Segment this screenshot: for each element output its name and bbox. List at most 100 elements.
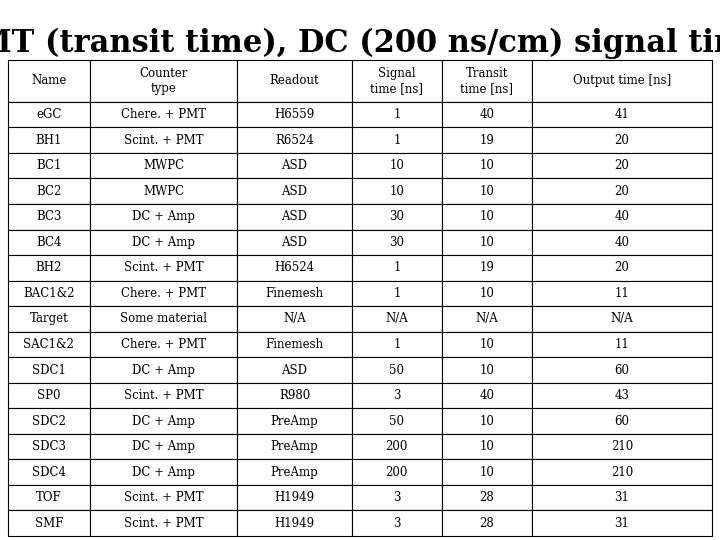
Bar bbox=[352, 281, 442, 306]
Text: 10: 10 bbox=[480, 210, 495, 224]
Text: SP0: SP0 bbox=[37, 389, 60, 402]
Text: 1: 1 bbox=[393, 287, 400, 300]
Text: Scint. + PMT: Scint. + PMT bbox=[124, 517, 203, 530]
Text: 20: 20 bbox=[614, 134, 629, 147]
Bar bbox=[8, 255, 90, 281]
Bar bbox=[237, 102, 352, 127]
Text: BC1: BC1 bbox=[36, 159, 62, 172]
Bar bbox=[90, 408, 237, 434]
Text: 210: 210 bbox=[611, 465, 633, 478]
Text: PreAmp: PreAmp bbox=[271, 440, 318, 453]
Bar bbox=[90, 357, 237, 383]
Text: Scint. + PMT: Scint. + PMT bbox=[124, 261, 203, 274]
Text: Chere. + PMT: Chere. + PMT bbox=[121, 338, 206, 351]
Text: SDC3: SDC3 bbox=[32, 440, 66, 453]
Text: 10: 10 bbox=[480, 338, 495, 351]
Bar bbox=[237, 306, 352, 332]
Text: 10: 10 bbox=[480, 236, 495, 249]
Text: SDC1: SDC1 bbox=[32, 363, 66, 376]
Bar bbox=[8, 434, 90, 460]
Text: Scint. + PMT: Scint. + PMT bbox=[124, 491, 203, 504]
Bar bbox=[90, 60, 237, 102]
Text: R6524: R6524 bbox=[275, 134, 314, 147]
Text: SMF: SMF bbox=[35, 517, 63, 530]
Text: BC2: BC2 bbox=[36, 185, 62, 198]
Bar bbox=[8, 460, 90, 485]
Bar bbox=[237, 60, 352, 102]
Text: R980: R980 bbox=[279, 389, 310, 402]
Text: TOF: TOF bbox=[36, 491, 62, 504]
Text: 200: 200 bbox=[386, 440, 408, 453]
Text: DC + Amp: DC + Amp bbox=[132, 415, 195, 428]
Text: Signal
time [ns]: Signal time [ns] bbox=[370, 67, 423, 95]
Bar bbox=[8, 102, 90, 127]
Bar bbox=[442, 383, 532, 408]
Bar bbox=[532, 102, 712, 127]
Bar bbox=[90, 485, 237, 510]
Text: BAC1&2: BAC1&2 bbox=[23, 287, 75, 300]
Bar bbox=[352, 127, 442, 153]
Text: Chere. + PMT: Chere. + PMT bbox=[121, 108, 206, 121]
Bar bbox=[8, 332, 90, 357]
Bar bbox=[237, 153, 352, 179]
Text: ASD: ASD bbox=[282, 236, 307, 249]
Text: 40: 40 bbox=[614, 210, 629, 224]
Bar bbox=[8, 153, 90, 179]
Text: 20: 20 bbox=[614, 159, 629, 172]
Text: N/A: N/A bbox=[385, 313, 408, 326]
Text: 40: 40 bbox=[480, 108, 495, 121]
Text: 41: 41 bbox=[614, 108, 629, 121]
Text: Some material: Some material bbox=[120, 313, 207, 326]
Text: BH1: BH1 bbox=[36, 134, 62, 147]
Bar bbox=[237, 281, 352, 306]
Bar bbox=[442, 306, 532, 332]
Text: 1: 1 bbox=[393, 108, 400, 121]
Bar bbox=[352, 230, 442, 255]
Bar bbox=[442, 153, 532, 179]
Text: 10: 10 bbox=[480, 287, 495, 300]
Text: PreAmp: PreAmp bbox=[271, 465, 318, 478]
Bar bbox=[352, 102, 442, 127]
Bar bbox=[352, 255, 442, 281]
Text: H6524: H6524 bbox=[274, 261, 315, 274]
Text: MWPC: MWPC bbox=[143, 185, 184, 198]
Text: 10: 10 bbox=[390, 159, 404, 172]
Bar bbox=[8, 281, 90, 306]
Text: H6559: H6559 bbox=[274, 108, 315, 121]
Text: 11: 11 bbox=[615, 287, 629, 300]
Text: 20: 20 bbox=[614, 261, 629, 274]
Bar bbox=[442, 460, 532, 485]
Text: Chere. + PMT: Chere. + PMT bbox=[121, 287, 206, 300]
Text: 1: 1 bbox=[393, 134, 400, 147]
Bar bbox=[352, 357, 442, 383]
Text: 1: 1 bbox=[393, 261, 400, 274]
Bar bbox=[8, 60, 90, 102]
Bar bbox=[352, 179, 442, 204]
Bar bbox=[237, 332, 352, 357]
Text: DC + Amp: DC + Amp bbox=[132, 363, 195, 376]
Text: N/A: N/A bbox=[475, 313, 498, 326]
Text: BC3: BC3 bbox=[36, 210, 62, 224]
Bar bbox=[532, 230, 712, 255]
Bar bbox=[90, 127, 237, 153]
Text: 31: 31 bbox=[614, 517, 629, 530]
Bar bbox=[442, 434, 532, 460]
Bar bbox=[532, 281, 712, 306]
Bar bbox=[352, 510, 442, 536]
Text: Output time [ns]: Output time [ns] bbox=[573, 75, 671, 87]
Bar bbox=[90, 510, 237, 536]
Bar bbox=[90, 460, 237, 485]
Text: 20: 20 bbox=[614, 185, 629, 198]
Text: 210: 210 bbox=[611, 440, 633, 453]
Text: Readout: Readout bbox=[270, 75, 320, 87]
Text: H1949: H1949 bbox=[274, 491, 315, 504]
Bar bbox=[8, 230, 90, 255]
Text: 3: 3 bbox=[393, 389, 400, 402]
Text: 10: 10 bbox=[480, 159, 495, 172]
Bar bbox=[237, 255, 352, 281]
Bar bbox=[8, 204, 90, 230]
Bar bbox=[90, 434, 237, 460]
Text: ASD: ASD bbox=[282, 185, 307, 198]
Bar bbox=[532, 127, 712, 153]
Bar bbox=[237, 460, 352, 485]
